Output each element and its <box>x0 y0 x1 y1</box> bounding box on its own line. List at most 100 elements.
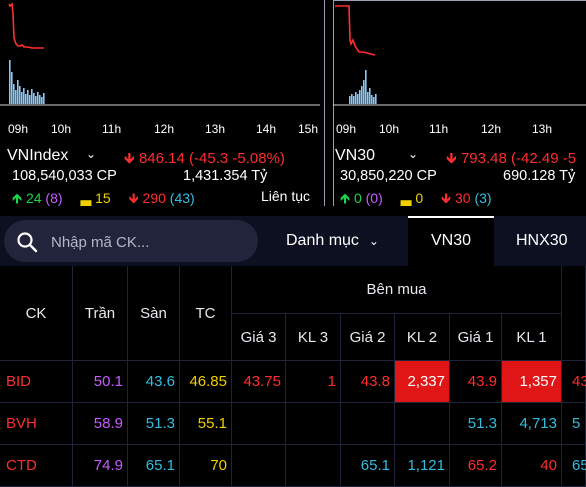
tab-vn30[interactable]: VN30 <box>408 216 494 266</box>
cell-gia2[interactable]: 43.8 <box>341 361 395 403</box>
vnindex-card[interactable]: 09h 10h 11h 12h 13h 14h 15h VNIndex ⌄ 🡻 … <box>0 0 325 206</box>
cell-ck[interactable]: BVH <box>0 403 73 445</box>
index-turnover: 690.128 Tỷ <box>503 168 576 184</box>
ceiling-count: (8) <box>45 190 63 206</box>
index-change: (-42.49 <box>511 150 559 167</box>
header-kl1: KL 1 <box>502 314 562 361</box>
volume-bars <box>349 70 377 104</box>
time-label: 09h <box>336 122 357 136</box>
floor-count: (3) <box>474 190 492 206</box>
tab-hnx30[interactable]: HNX30 <box>516 232 568 249</box>
search-box[interactable] <box>4 220 258 264</box>
index-volume: 108,540,033 CP <box>12 168 117 184</box>
arrow-down-icon: 🡻 <box>128 190 139 206</box>
arrow-up-icon: 🡹 <box>12 190 23 206</box>
time-label: 11h <box>102 122 122 136</box>
header-san: Sàn <box>128 266 180 361</box>
cell-gia2[interactable]: 65.1 <box>341 445 395 487</box>
floor-count: (43) <box>169 190 195 206</box>
time-label: 11h <box>429 122 449 136</box>
cell-kl2: 1,121 <box>395 445 450 487</box>
arrow-down-icon: 🡻 <box>441 190 452 206</box>
cell-gia3[interactable] <box>232 403 286 445</box>
index-turnover: 1,431.354 Tỷ <box>183 168 268 184</box>
chevron-down-icon: ⌄ <box>368 234 379 248</box>
cell-gia3[interactable] <box>232 445 286 487</box>
flat-count: 15 <box>95 190 111 206</box>
cell-kl2: 2,337 <box>395 361 450 403</box>
tab-label: VN30 <box>430 232 472 249</box>
time-label: 09h <box>8 122 29 136</box>
cell-san: 51.3 <box>128 403 180 445</box>
cell-tran: 74.9 <box>73 445 128 487</box>
time-label: 13h <box>205 122 226 136</box>
cell-gia1[interactable]: 51.3 <box>450 403 502 445</box>
chevron-down-icon[interactable]: ⌄ <box>86 147 97 161</box>
header-tc: TC <box>180 266 232 361</box>
chevron-down-icon[interactable]: ⌄ <box>408 147 419 161</box>
search-input[interactable] <box>49 220 253 264</box>
cell-gia1[interactable]: 65.2 <box>450 445 502 487</box>
index-value: 🡻 793.48 (-42.49 -5 <box>446 148 576 173</box>
flat-icon: ▃ <box>400 190 412 206</box>
ceiling-count: (0) <box>365 190 383 206</box>
arrow-down-icon: 🡻 <box>124 150 135 167</box>
cell-kl3: 1 <box>286 361 341 403</box>
market-status: Liên tục <box>261 188 311 204</box>
arrow-down-icon: 🡻 <box>446 150 457 167</box>
time-label: 12h <box>481 122 502 136</box>
flat-count: 0 <box>415 190 424 206</box>
index-volume: 30,850,220 CP <box>340 168 437 184</box>
cell-kl1: 4,713 <box>502 403 562 445</box>
time-label: 15h <box>298 122 319 136</box>
cell-tc: 46.85 <box>180 361 232 403</box>
header-gia1: Giá 1 <box>450 314 502 361</box>
vnindex-line <box>8 2 44 49</box>
cell-next: 43 <box>562 361 586 403</box>
cell-ck[interactable]: BID <box>0 361 73 403</box>
cell-kl3 <box>286 445 341 487</box>
index-name: VN30 <box>335 147 376 164</box>
index-price: 846.14 <box>138 150 185 167</box>
time-label: 12h <box>154 122 175 136</box>
time-label: 14h <box>256 122 277 136</box>
flat-icon: ▃ <box>80 190 92 206</box>
header-next <box>562 266 586 361</box>
index-percent: -5 <box>562 150 577 167</box>
breadth-row: 🡹 0 (0) ▃ 0 🡻 30 (3) <box>340 188 492 206</box>
vnindex-chart <box>0 2 320 106</box>
search-icon <box>17 232 38 253</box>
index-percent: -5.08%) <box>232 150 285 167</box>
time-label: 10h <box>51 122 72 136</box>
cell-gia3[interactable]: 43.75 <box>232 361 286 403</box>
cell-next: 65 <box>562 445 586 487</box>
index-price: 793.48 <box>460 150 507 167</box>
cell-next: 5 <box>562 403 586 445</box>
index-value: 🡻 846.14 (-45.3 -5.08%) <box>124 148 285 173</box>
header-kl3: KL 3 <box>286 314 341 361</box>
arrow-up-icon: 🡹 <box>340 190 351 206</box>
header-ben-mua: Bên mua <box>232 266 562 314</box>
index-name: VNIndex <box>7 147 69 164</box>
header-gia3: Giá 3 <box>232 314 286 361</box>
cell-tc: 70 <box>180 445 232 487</box>
down-count: 30 <box>454 190 471 206</box>
category-dropdown[interactable]: Danh mục ⌄ <box>286 232 379 250</box>
volume-bars <box>9 60 45 104</box>
active-tab-indicator <box>408 216 494 218</box>
time-label: 13h <box>532 122 553 136</box>
header-ck: CK <box>0 266 73 361</box>
cell-tran: 58.9 <box>73 403 128 445</box>
breadth-row: 🡹 24 (8) ▃ 15 🡻 290 (43) <box>12 188 195 206</box>
cell-gia1[interactable]: 43.9 <box>450 361 502 403</box>
index-change: (-45.3 <box>189 150 229 167</box>
cell-ck[interactable]: CTD <box>0 445 73 487</box>
vn30-card[interactable]: 09h 10h 11h 12h 13h VN30 ⌄ 🡻 793.48 (-42… <box>333 0 586 206</box>
cell-tran: 50.1 <box>73 361 128 403</box>
cell-san: 43.6 <box>128 361 180 403</box>
cell-kl1: 40 <box>502 445 562 487</box>
cell-kl3 <box>286 403 341 445</box>
up-count: 0 <box>353 190 362 206</box>
cell-gia2[interactable] <box>341 403 395 445</box>
vn30-line <box>335 5 376 56</box>
